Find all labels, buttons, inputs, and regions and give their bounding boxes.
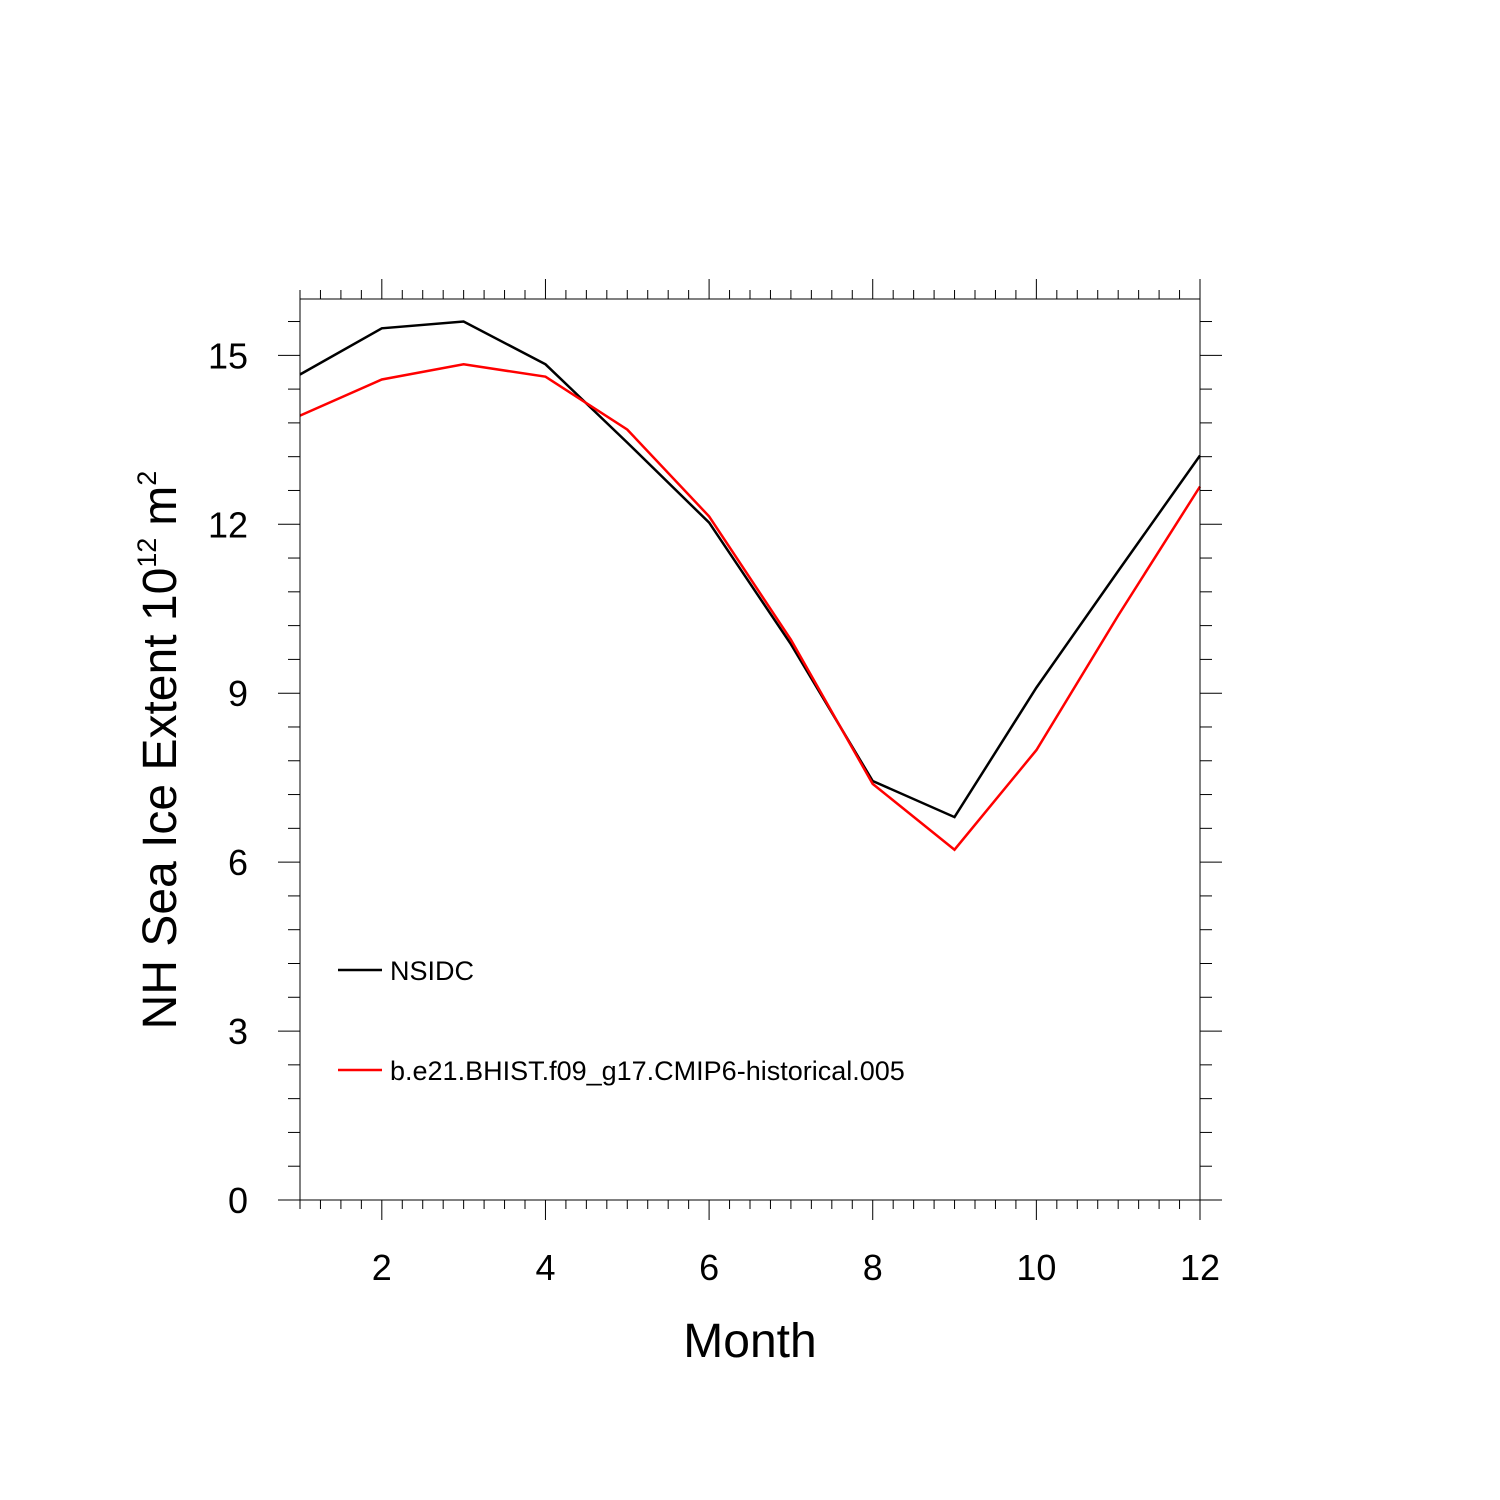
x-tick-label: 12 [1180,1247,1220,1288]
y-axis-title-unit-exponent: 2 [132,471,162,486]
plot-frame [299,298,1201,1201]
legend-label-model: b.e21.BHIST.f09_g17.CMIP6-historical.005 [390,1056,905,1086]
x-tick-label: 2 [372,1247,392,1288]
legend-label-nsidc: NSIDC [390,956,474,986]
y-axis-title-main: NH Sea Ice Extent 10 [134,568,187,1030]
y-axis-title: NH Sea Ice Extent 1012 m2 [132,471,187,1030]
tick-labels: 2 4 6 8 10 12 0 3 6 9 12 15 [208,335,1220,1288]
y-axis-title-exponent: 12 [132,538,162,568]
y-tick-label: 15 [208,335,248,376]
x-tick-label: 10 [1016,1247,1056,1288]
axis-ticks [278,279,1222,1220]
x-tick-label: 4 [535,1247,555,1288]
y-tick-label: 3 [228,1011,248,1052]
series-line-1 [299,363,1202,852]
y-tick-label: 9 [228,673,248,714]
y-axis-title-unit: m [134,486,187,526]
y-tick-label: 0 [228,1180,248,1221]
y-tick-label: 6 [228,842,248,883]
x-tick-label: 6 [699,1247,719,1288]
series-line-0 [299,320,1202,819]
legend: NSIDC b.e21.BHIST.f09_g17.CMIP6-historic… [338,956,905,1086]
x-tick-label: 8 [863,1247,883,1288]
y-tick-label: 12 [208,504,248,545]
x-axis-title: Month [683,1315,816,1368]
plot-series [299,320,1202,852]
